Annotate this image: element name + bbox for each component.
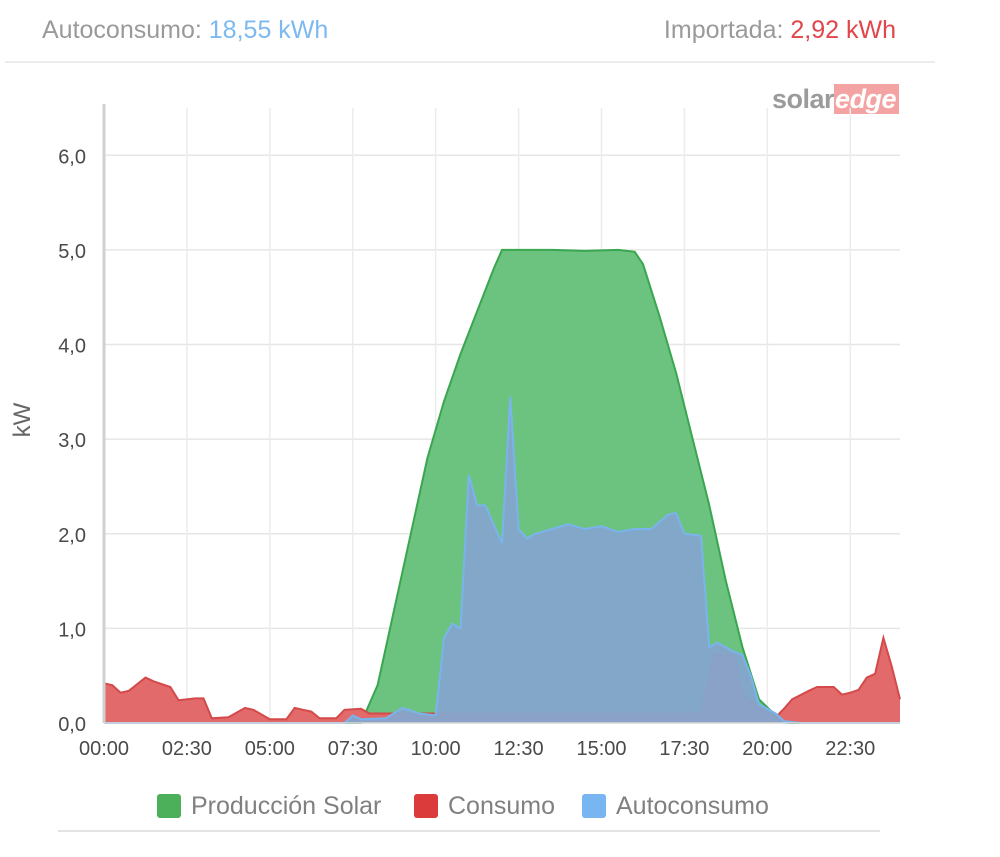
y-tick-label: 3,0 (58, 430, 86, 452)
legend-label: Consumo (448, 792, 555, 820)
x-tick-label: 17:30 (659, 738, 709, 760)
chart-areas (103, 248, 901, 724)
legend-label: Producción Solar (191, 792, 382, 820)
autoconsumo-area (104, 396, 900, 723)
logo-text-solar: solar (772, 84, 835, 114)
legend-swatch (582, 794, 606, 818)
importada-value: 2,92 kWh (790, 16, 896, 44)
legend-swatch (157, 794, 181, 818)
bottom-divider (58, 830, 880, 832)
consumo-area (104, 637, 900, 723)
x-tick-label: 07:30 (328, 738, 378, 760)
legend-swatch (414, 794, 438, 818)
y-tick-label: 2,0 (58, 525, 86, 547)
autoconsumo-value: 18,55 kWh (208, 16, 329, 44)
legend-label: Autoconsumo (616, 792, 769, 820)
solaredge-logo: solaredge (772, 84, 900, 118)
y-tick-label: 0,0 (58, 714, 86, 736)
importada-label: Importada: (663, 16, 784, 44)
y-tick-label: 6,0 (58, 146, 86, 168)
y-tick-label: 4,0 (58, 336, 86, 358)
importada-summary: Importada: 2,92 kWh (664, 16, 896, 45)
produccion-solar-line (104, 248, 900, 724)
x-tick-label: 12:30 (494, 738, 544, 760)
x-tick-label: 10:00 (411, 738, 461, 760)
x-tick-label: 15:00 (576, 738, 626, 760)
autoconsumo-summary: Autoconsumo: 18,55 kWh (42, 16, 328, 45)
chart-axes: 0,0 1,0 2,0 3,0 4,0 5,0 6,0 00:00 02:30 05:00 07:3… (58, 104, 900, 760)
x-tick-label: 02:30 (162, 738, 212, 760)
x-tick-label: 22:30 (825, 738, 875, 760)
x-tick-label: 00:00 (79, 738, 129, 760)
x-tick-label: 20:00 (742, 738, 792, 760)
autoconsumo-label: Autoconsumo: (42, 16, 202, 44)
chart-legend: Producción Solar Consumo Autoconsumo (0, 786, 1000, 826)
logo-text-edge: edge (834, 84, 900, 114)
top-divider (5, 61, 935, 63)
x-tick-label: 05:00 (245, 738, 295, 760)
y-tick-label: 1,0 (58, 619, 86, 641)
energy-summary: Autoconsumo: 18,55 kWh Importada: 2,92 k… (0, 12, 1000, 52)
y-tick-label: 5,0 (58, 241, 86, 263)
y-axis-label: kW (9, 402, 36, 437)
autoconsumo-line (104, 396, 900, 724)
